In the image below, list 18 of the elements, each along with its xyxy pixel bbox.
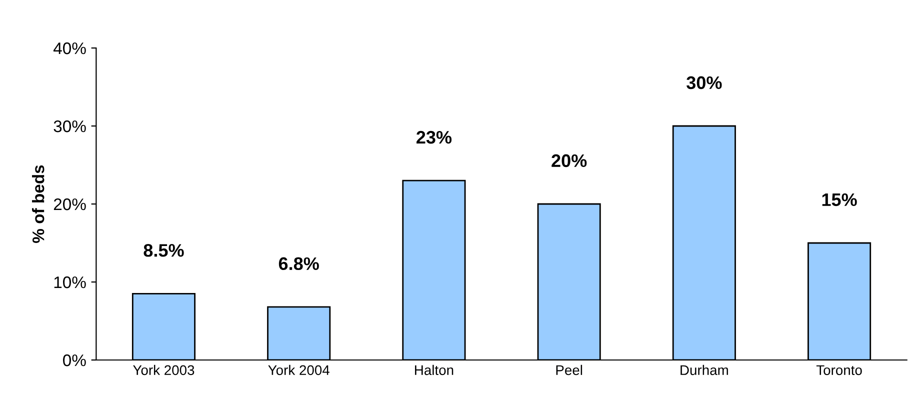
y-tick-label: 0% (63, 354, 86, 366)
x-tick-label: Peel (556, 364, 582, 376)
x-tick-label: Toronto (816, 365, 862, 376)
data-label: 20% (552, 154, 587, 168)
data-label: 8.5% (144, 244, 184, 257)
data-label: 6.8% (278, 257, 319, 270)
data-label: 30% (686, 76, 722, 90)
data-label: 23% (416, 130, 452, 144)
x-tick-label: York 2003 (133, 364, 194, 376)
y-tick-label: 30% (54, 120, 86, 132)
y-axis-title: % of beds (32, 165, 44, 243)
y-tick-label: 20% (54, 198, 86, 210)
y-tick-label: 10% (54, 276, 86, 288)
x-tick-label: Halton (415, 364, 454, 376)
x-tick-label: Durham (680, 364, 728, 376)
data-label: 15% (822, 193, 857, 206)
x-tick-label: York 2004 (268, 364, 330, 376)
y-tick-label: 40% (53, 42, 86, 54)
